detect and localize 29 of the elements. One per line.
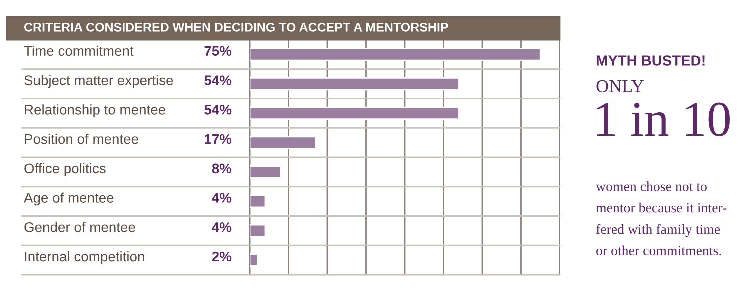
y-tick-label: Subject matter expertise	[24, 75, 174, 88]
data-label: 17%	[205, 134, 232, 144]
data-label: 2%	[212, 252, 232, 262]
text: MYTH BUSTED!	[596, 56, 705, 66]
y-tick-label: Age of mentee	[24, 192, 114, 206]
data-label: 54%	[204, 76, 232, 86]
bar	[250, 136, 317, 150]
data-label: 4%	[212, 193, 232, 203]
data-label: 8%	[212, 164, 232, 174]
y-tick-label: Time commitment	[24, 46, 134, 56]
y-tick-label: Relationship to mentee	[25, 104, 166, 118]
text: 1 in 10	[597, 102, 730, 137]
bar	[250, 77, 460, 91]
text: ONLY	[596, 80, 644, 93]
text: women chose not to mentor because it inter- fered with family time or other commitments.	[596, 182, 727, 256]
y-tick-label: Internal competition	[25, 251, 144, 264]
y-tick-label: Position of mentee	[25, 134, 138, 144]
bar	[250, 254, 258, 267]
bar	[250, 166, 282, 179]
y-tick-label: Gender of mentee	[24, 222, 136, 232]
bar	[250, 224, 266, 238]
chart-title: CRITERIA CONSIDERED WHEN DECIDING TO ACCEPT A MENTORSHIP	[24, 23, 448, 32]
y-tick-label: Office politics	[24, 163, 106, 176]
bar	[250, 106, 460, 120]
data-label: 4%	[212, 222, 232, 232]
bar	[250, 48, 542, 62]
data-label: 54%	[204, 105, 232, 115]
bar	[250, 194, 266, 208]
data-label: 75%	[204, 46, 232, 56]
